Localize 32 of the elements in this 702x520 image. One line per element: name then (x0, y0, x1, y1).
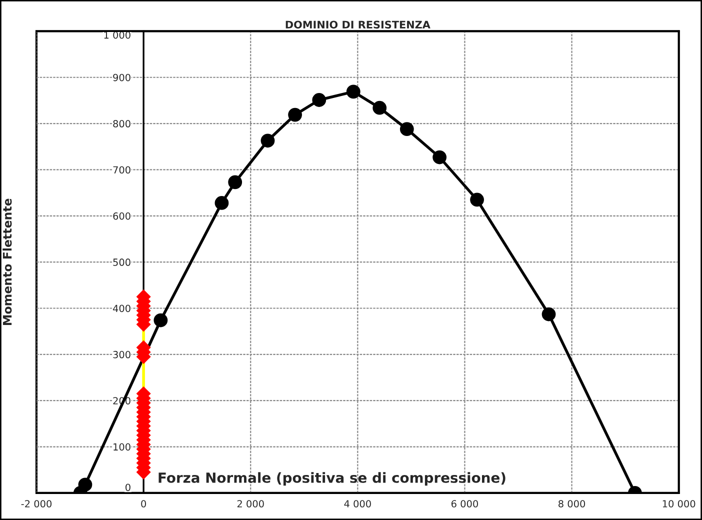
point (400, 122, 414, 136)
y-tick-label: 300 (113, 350, 130, 358)
chart-title: DOMINIO DI RESISTENZA (286, 20, 430, 29)
point (432, 150, 447, 164)
y-tick-label: 100 (114, 443, 130, 451)
x-tick-label: 8 000 (558, 500, 586, 508)
y-tick-label: 0 (126, 484, 130, 492)
x-tick-label: -2 000 (21, 500, 52, 508)
point (260, 134, 275, 148)
point (346, 84, 360, 99)
point (372, 100, 387, 115)
y-tick-label: 900 (113, 74, 130, 82)
point (542, 307, 556, 322)
y-axis-title: Momento Flettente (2, 198, 12, 325)
point (78, 478, 92, 492)
y-tick-label: 700 (113, 166, 130, 174)
x-tick-label: 0 (141, 500, 146, 508)
x-tick-label: 4 000 (344, 500, 371, 508)
point (288, 108, 302, 122)
y-tick-label: 800 (113, 120, 130, 128)
y-tick-label: 600 (113, 212, 130, 220)
x-tick-label: 2 000 (237, 500, 264, 508)
point (470, 192, 484, 207)
point (214, 196, 229, 210)
y-tick-label: 400 (112, 304, 130, 312)
point (312, 93, 326, 107)
x-axis-title: Forza Normale (positiva se di compressione) (158, 472, 506, 486)
x-tick-label: 6 000 (451, 500, 478, 508)
y-tick-label: 500 (113, 258, 130, 266)
x-tick-label: 10 000 (662, 500, 696, 508)
point (154, 313, 168, 328)
point (228, 175, 242, 190)
